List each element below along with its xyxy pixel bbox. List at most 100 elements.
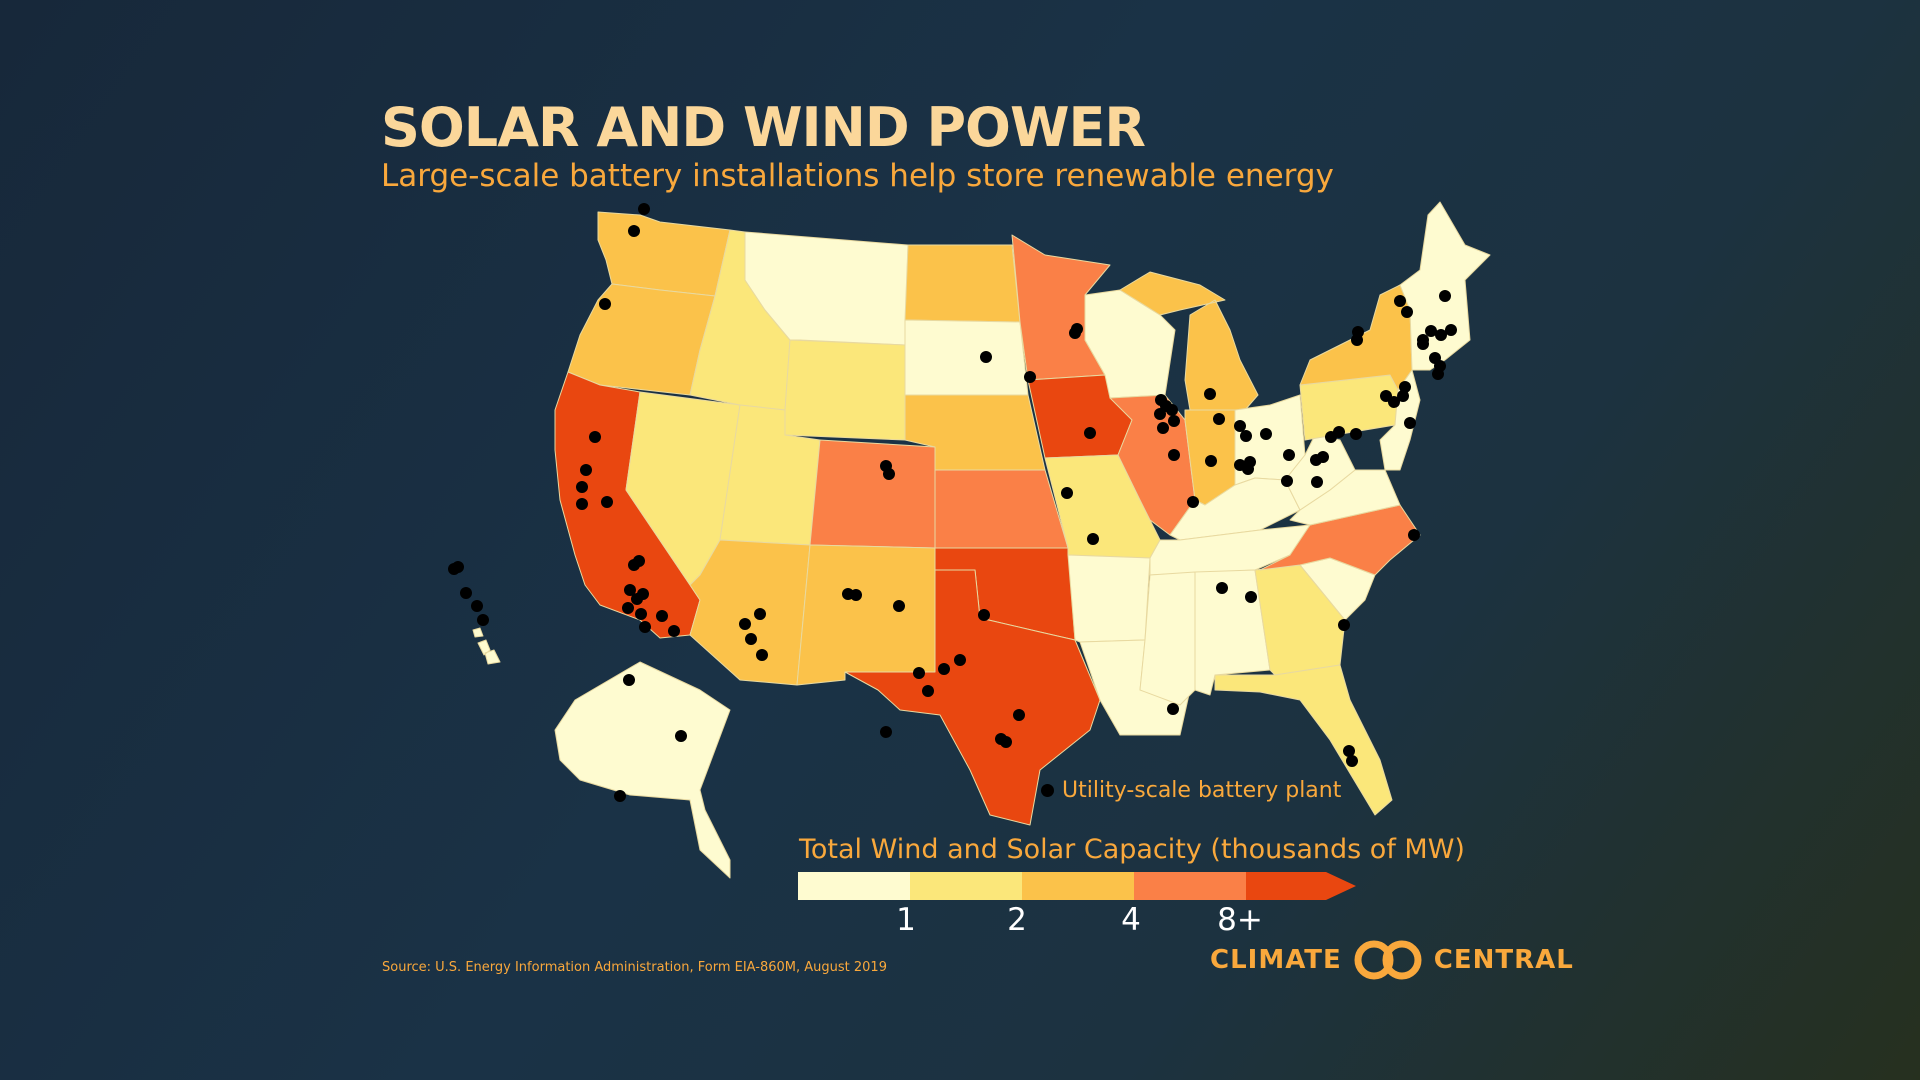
state-texas[interactable] xyxy=(844,569,1101,826)
battery-plant-marker[interactable] xyxy=(1283,449,1295,461)
battery-plant-marker[interactable] xyxy=(1187,496,1199,508)
battery-plant-marker[interactable] xyxy=(638,203,650,215)
battery-plant-marker[interactable] xyxy=(1154,408,1166,420)
battery-plant-marker[interactable] xyxy=(1333,426,1345,438)
battery-plant-marker[interactable] xyxy=(1213,413,1225,425)
battery-plant-marker[interactable] xyxy=(628,225,640,237)
battery-plant-marker[interactable] xyxy=(1404,417,1416,429)
battery-plant-marker[interactable] xyxy=(1311,476,1323,488)
state-florida[interactable] xyxy=(1214,664,1393,816)
battery-plant-marker[interactable] xyxy=(1000,736,1012,748)
battery-plant-marker[interactable] xyxy=(1338,619,1350,631)
battery-plant-marker[interactable] xyxy=(1244,456,1256,468)
battery-plant-marker[interactable] xyxy=(601,496,613,508)
battery-plant-marker[interactable] xyxy=(1346,755,1358,767)
battery-plant-marker[interactable] xyxy=(635,608,647,620)
battery-plant-marker[interactable] xyxy=(477,614,489,626)
state-oregon[interactable] xyxy=(567,283,716,396)
battery-plant-marker[interactable] xyxy=(580,464,592,476)
state-arkansas[interactable] xyxy=(1067,554,1151,643)
battery-plant-marker[interactable] xyxy=(471,600,483,612)
battery-plant-marker[interactable] xyxy=(739,618,751,630)
state-kansas[interactable] xyxy=(934,469,1069,549)
battery-plant-marker[interactable] xyxy=(745,633,757,645)
battery-plant-marker[interactable] xyxy=(656,610,668,622)
battery-plant-marker[interactable] xyxy=(633,555,645,567)
battery-plant-marker[interactable] xyxy=(576,481,588,493)
battery-plant-marker[interactable] xyxy=(589,431,601,443)
battery-plant-marker[interactable] xyxy=(622,602,634,614)
battery-plant-marker[interactable] xyxy=(883,468,895,480)
state-pennsylvania[interactable] xyxy=(1299,374,1399,441)
battery-plant-marker[interactable] xyxy=(1432,368,1444,380)
battery-plant-marker[interactable] xyxy=(1445,324,1457,336)
battery-plant-marker[interactable] xyxy=(1205,455,1217,467)
battery-plant-marker[interactable] xyxy=(639,621,651,633)
battery-plant-marker[interactable] xyxy=(842,588,854,600)
battery-plant-marker[interactable] xyxy=(1024,371,1036,383)
battery-plant-marker[interactable] xyxy=(1260,428,1272,440)
state-wyoming[interactable] xyxy=(784,339,906,441)
battery-plant-marker[interactable] xyxy=(1343,745,1355,757)
battery-plant-marker[interactable] xyxy=(1439,290,1451,302)
battery-plant-marker[interactable] xyxy=(637,588,649,600)
battery-plant-marker[interactable] xyxy=(1168,449,1180,461)
battery-plant-marker[interactable] xyxy=(913,667,925,679)
battery-plant-marker[interactable] xyxy=(1013,709,1025,721)
battery-plant-marker[interactable] xyxy=(893,600,905,612)
state-hawaii[interactable] xyxy=(472,627,501,665)
state-south-dakota[interactable] xyxy=(904,319,1029,396)
battery-plant-marker[interactable] xyxy=(1245,591,1257,603)
state-michigan[interactable] xyxy=(1119,271,1259,411)
battery-plant-marker[interactable] xyxy=(1435,329,1447,341)
battery-plant-marker[interactable] xyxy=(460,587,472,599)
battery-plant-marker[interactable] xyxy=(675,730,687,742)
battery-plant-marker[interactable] xyxy=(1401,306,1413,318)
battery-plant-marker[interactable] xyxy=(1281,475,1293,487)
battery-plant-marker[interactable] xyxy=(1417,334,1429,346)
battery-plant-marker[interactable] xyxy=(1397,390,1409,402)
battery-plant-marker[interactable] xyxy=(922,685,934,697)
battery-plant-marker[interactable] xyxy=(1069,327,1081,339)
battery-plant-marker[interactable] xyxy=(754,608,766,620)
battery-plant-marker[interactable] xyxy=(1352,326,1364,338)
battery-plant-marker[interactable] xyxy=(756,649,768,661)
battery-plant-marker[interactable] xyxy=(980,351,992,363)
battery-plant-marker[interactable] xyxy=(1317,451,1329,463)
battery-plant-marker[interactable] xyxy=(1394,295,1406,307)
battery-plant-marker[interactable] xyxy=(1408,529,1420,541)
battery-plant-marker[interactable] xyxy=(1234,420,1246,432)
battery-plant-marker[interactable] xyxy=(624,584,636,596)
battery-plant-marker[interactable] xyxy=(1380,390,1392,402)
battery-plant-marker[interactable] xyxy=(1350,428,1362,440)
state-north-dakota[interactable] xyxy=(904,244,1021,323)
state-mississippi[interactable] xyxy=(1139,571,1196,706)
battery-plant-marker[interactable] xyxy=(1087,533,1099,545)
battery-plant-marker[interactable] xyxy=(1061,487,1073,499)
battery-plant-marker[interactable] xyxy=(1425,325,1437,337)
battery-plant-marker[interactable] xyxy=(668,625,680,637)
state-north-carolina[interactable] xyxy=(1259,504,1421,576)
battery-plant-marker[interactable] xyxy=(1166,404,1178,416)
battery-plant-marker[interactable] xyxy=(1168,415,1180,427)
battery-plant-marker[interactable] xyxy=(1216,582,1228,594)
battery-plant-marker[interactable] xyxy=(576,498,588,510)
battery-plant-marker[interactable] xyxy=(1084,427,1096,439)
battery-plant-marker[interactable] xyxy=(452,561,464,573)
battery-plant-marker[interactable] xyxy=(1399,381,1411,393)
state-washington[interactable] xyxy=(597,211,731,297)
battery-plant-marker[interactable] xyxy=(614,790,626,802)
battery-plant-marker[interactable] xyxy=(880,726,892,738)
state-west-virginia[interactable] xyxy=(1284,434,1356,511)
state-arizona[interactable] xyxy=(689,539,811,686)
battery-plant-marker[interactable] xyxy=(938,663,950,675)
battery-plant-marker[interactable] xyxy=(1157,422,1169,434)
battery-plant-marker[interactable] xyxy=(599,298,611,310)
state-alaska[interactable] xyxy=(554,661,731,879)
battery-plant-marker[interactable] xyxy=(1167,703,1179,715)
state-colorado[interactable] xyxy=(809,439,936,549)
battery-plant-marker[interactable] xyxy=(1204,388,1216,400)
battery-plant-marker[interactable] xyxy=(954,654,966,666)
battery-plant-marker[interactable] xyxy=(978,609,990,621)
battery-plant-marker[interactable] xyxy=(1240,430,1252,442)
